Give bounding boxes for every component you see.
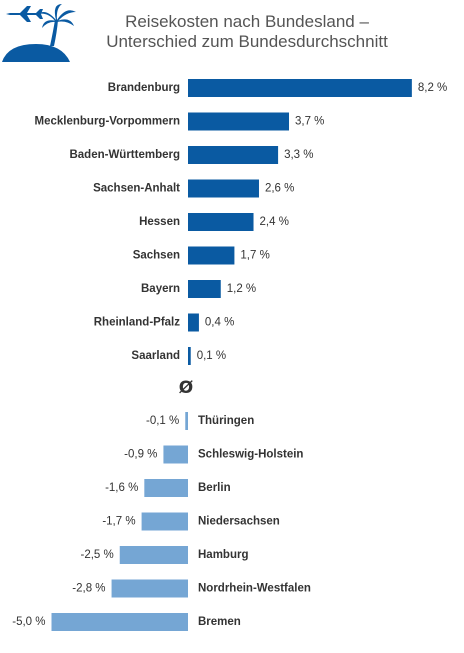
average-symbol: Ø [179, 378, 193, 398]
category-label-sachsen: Sachsen [133, 250, 180, 262]
palm-island-airplane-icon [2, 4, 76, 62]
value-label-bremen: -5,0 % [12, 616, 45, 628]
value-label-hessen: 2,4 % [260, 216, 289, 228]
value-label-th-ringen: -0,1 % [146, 415, 179, 427]
palm-fronds-shape [38, 4, 76, 28]
value-label-sachsen: 1,7 % [240, 250, 269, 262]
bar-sachsen [188, 246, 235, 265]
category-label-schleswig-holstein: Schleswig-Holstein [198, 449, 303, 461]
chart-title-line-1: Reisekosten nach Bundesland – [125, 12, 369, 31]
bar-brandenburg [188, 79, 412, 97]
bar-saarland [188, 347, 191, 365]
category-label-hamburg: Hamburg [198, 549, 248, 561]
value-label-mecklenburg-vorpommern: 3,7 % [295, 116, 324, 128]
category-label-niedersachsen: Niedersachsen [198, 516, 280, 528]
bar-niedersachsen [141, 512, 188, 531]
bar-schleswig-holstein [163, 445, 188, 464]
category-label-rheinland-pfalz: Rheinland-Pfalz [94, 317, 181, 329]
value-label-saarland: 0,1 % [197, 350, 226, 362]
category-label-bayern: Bayern [141, 283, 180, 295]
category-label-berlin: Berlin [198, 482, 231, 494]
category-label-bremen: Bremen [198, 616, 241, 628]
category-label-saarland: Saarland [131, 350, 180, 362]
category-label-th-ringen: Thüringen [198, 415, 254, 427]
category-label-brandenburg: Brandenburg [108, 82, 180, 94]
bar-bremen [51, 613, 188, 631]
bar-hessen [188, 213, 254, 231]
category-label-mecklenburg-vorpommern: Mecklenburg-Vorpommern [35, 116, 180, 128]
bar-rheinland-pfalz [188, 313, 199, 332]
bar-bayern [188, 280, 221, 298]
category-label-sachsen-anhalt: Sachsen-Anhalt [93, 183, 180, 195]
bar-berlin [144, 479, 188, 497]
bar-baden-w-rttemberg [188, 146, 279, 164]
value-label-nordrhein-westfalen: -2,8 % [72, 583, 105, 595]
chart-title: Reisekosten nach Bundesland – Unterschie… [82, 12, 412, 52]
value-label-schleswig-holstein: -0,9 % [124, 449, 157, 461]
bar-th-ringen [185, 412, 188, 430]
chart-title-line-2: Unterschied zum Bundesdurchschnitt [106, 32, 388, 51]
value-label-berlin: -1,6 % [105, 482, 138, 494]
category-label-hessen: Hessen [139, 216, 180, 228]
value-label-rheinland-pfalz: 0,4 % [205, 317, 234, 329]
value-label-sachsen-anhalt: 2,6 % [265, 183, 294, 195]
palm-trunk-shape [50, 20, 58, 46]
value-label-bayern: 1,2 % [227, 283, 256, 295]
category-label-nordrhein-westfalen: Nordrhein-Westfalen [198, 583, 311, 595]
category-label-baden-w-rttemberg: Baden-Württemberg [69, 149, 180, 161]
airplane-shape [6, 6, 43, 22]
bar-mecklenburg-vorpommern [188, 112, 290, 131]
island-shape [2, 44, 70, 62]
bar-sachsen-anhalt [188, 179, 259, 198]
value-label-brandenburg: 8,2 % [418, 82, 447, 94]
value-label-baden-w-rttemberg: 3,3 % [284, 149, 313, 161]
value-label-niedersachsen: -1,7 % [102, 516, 135, 528]
bar-hamburg [119, 546, 188, 564]
bar-nordrhein-westfalen [111, 579, 188, 598]
value-label-hamburg: -2,5 % [81, 549, 114, 561]
